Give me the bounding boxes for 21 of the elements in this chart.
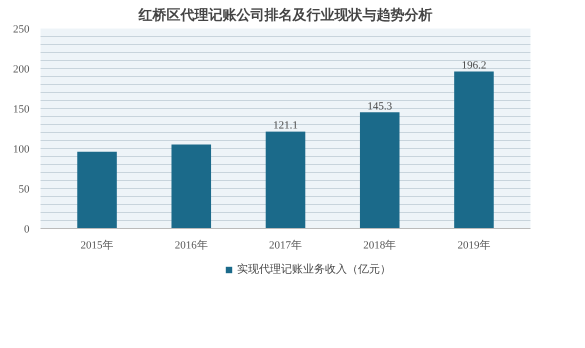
y-tick-label: 50 (18, 184, 30, 196)
chart-title: 红桥区代理记账公司排名及行业现状与趋势分析 (138, 8, 432, 24)
data-label: 121.1 (273, 120, 298, 132)
bar (77, 152, 117, 228)
legend-label: 实现代理记账业务收入（亿元） (237, 262, 391, 276)
x-tick-label: 2017年 (269, 240, 302, 252)
y-tick-label: 100 (13, 144, 30, 156)
y-tick-label: 250 (13, 24, 30, 36)
y-tick-label: 200 (13, 64, 30, 76)
y-tick-label: 150 (13, 104, 30, 116)
y-tick-label: 0 (24, 224, 30, 236)
x-tick-label: 2019年 (457, 240, 490, 252)
data-label: 145.3 (367, 100, 393, 112)
data-label: 196.2 (462, 60, 486, 72)
bar (171, 144, 212, 228)
bar (266, 132, 306, 228)
x-tick-label: 2018年 (363, 240, 396, 252)
x-tick-label: 2015年 (80, 240, 114, 252)
bar (454, 72, 494, 228)
bar (360, 112, 400, 228)
x-tick-label: 2016年 (174, 240, 208, 252)
